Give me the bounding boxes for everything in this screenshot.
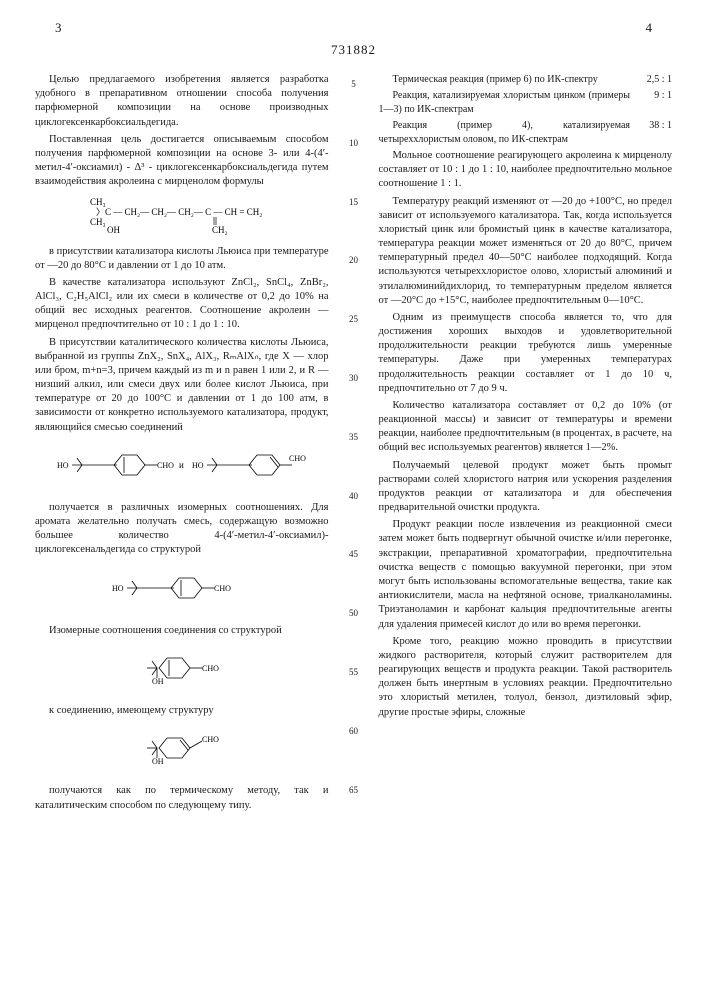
line-marker: 35 <box>349 431 358 443</box>
paragraph: Количество катализатора составляет от 0,… <box>379 399 673 456</box>
line-marker: 25 <box>349 313 358 325</box>
paragraph: Изомерные соотношения соединения со стру… <box>35 624 329 638</box>
svg-text:CH₃: CH₃ <box>90 217 106 227</box>
paragraph: Целью предлагаемого изобретения является… <box>35 73 329 130</box>
svg-text:CHO: CHO <box>289 454 306 463</box>
line-marker: 50 <box>349 607 358 619</box>
paragraph: Поставленная цель достигается описываемы… <box>35 133 329 190</box>
paragraph: получаются как по термическому методу, т… <box>35 784 329 812</box>
paragraph: Одним из преимуществ способа является то… <box>379 311 673 396</box>
line-marker: 65 <box>349 784 358 796</box>
line-marker: 10 <box>349 137 358 149</box>
line-marker: 55 <box>349 666 358 678</box>
ratio-label: Реакция, катализируемая хлористым цинком… <box>379 89 631 117</box>
svg-text:OH: OH <box>152 757 164 766</box>
paragraph: к соединению, имеющему структуру <box>35 704 329 718</box>
line-marker: 30 <box>349 372 358 384</box>
svg-text:HO: HO <box>192 461 204 470</box>
svg-text:OH: OH <box>152 677 164 686</box>
svg-text:〉C — CH₂— CH₂— CH₂— C — CH = C: 〉C — CH₂— CH₂— CH₂— C — CH = CH₂ <box>96 207 262 217</box>
paragraph: В качестве катализатора используют ZnCl₂… <box>35 276 329 333</box>
svg-text:HO: HO <box>57 461 69 470</box>
structure-diagram: OH CHO <box>35 726 329 776</box>
ratio-value: 9 : 1 <box>630 89 672 117</box>
paragraph: Получаемый целевой продукт может быть пр… <box>379 459 673 516</box>
svg-text:CHO: CHO <box>214 584 231 593</box>
line-numbers: 5 10 15 20 25 30 35 40 45 50 55 60 65 <box>345 73 363 816</box>
ratio-label: Термическая реакция (пример 6) по ИК-спе… <box>379 73 631 87</box>
paragraph: в присутствии катализатора кислоты Льюис… <box>35 245 329 273</box>
svg-text:CHO: CHO <box>202 664 219 673</box>
svg-text:HO: HO <box>112 584 124 593</box>
chemical-formula: CH₃ CH₃ 〉C — CH₂— CH₂— CH₂— C — CH = CH₂… <box>35 195 329 238</box>
paragraph: Температуру реакций изменяют от —20 до +… <box>379 195 673 308</box>
page-number-right: 4 <box>646 20 653 36</box>
svg-text:CH₃: CH₃ <box>90 197 106 207</box>
ratio-value: 2,5 : 1 <box>630 73 672 87</box>
structure-diagram: HO CHO <box>35 566 329 616</box>
ratio-label: Реакция (пример 4), катализируемая четыр… <box>379 119 631 147</box>
paragraph: Мольное соотношение реагирующего акролеи… <box>379 149 673 192</box>
paragraph: получается в различных изомерных соотнош… <box>35 501 329 558</box>
svg-text:CHO: CHO <box>157 461 174 470</box>
line-marker: 60 <box>349 725 358 737</box>
paragraph: Продукт реакции после извлечения из реак… <box>379 518 673 631</box>
structure-diagram: OH CHO <box>35 646 329 696</box>
svg-text:и: и <box>179 460 184 470</box>
svg-text:CHO: CHO <box>202 735 219 744</box>
structure-diagram: HO CHO и HO CHO <box>35 443 329 493</box>
line-marker: 15 <box>349 196 358 208</box>
ratio-value: 38 : 1 <box>630 119 672 147</box>
patent-number: 731882 <box>35 42 672 58</box>
line-marker: 20 <box>349 254 358 266</box>
paragraph: Кроме того, реакцию можно проводить в пр… <box>379 635 673 720</box>
right-column: Термическая реакция (пример 6) по ИК-спе… <box>379 73 673 816</box>
svg-text:OH: OH <box>107 225 120 235</box>
left-column: Целью предлагаемого изобретения является… <box>35 73 329 816</box>
svg-text:CH₂: CH₂ <box>212 225 228 235</box>
line-marker: 45 <box>349 548 358 560</box>
page-number-left: 3 <box>55 20 62 36</box>
paragraph: В присутствии каталитического количества… <box>35 336 329 435</box>
line-marker: 40 <box>349 490 358 502</box>
ratio-table: Термическая реакция (пример 6) по ИК-спе… <box>379 73 673 147</box>
line-marker: 5 <box>351 78 356 90</box>
